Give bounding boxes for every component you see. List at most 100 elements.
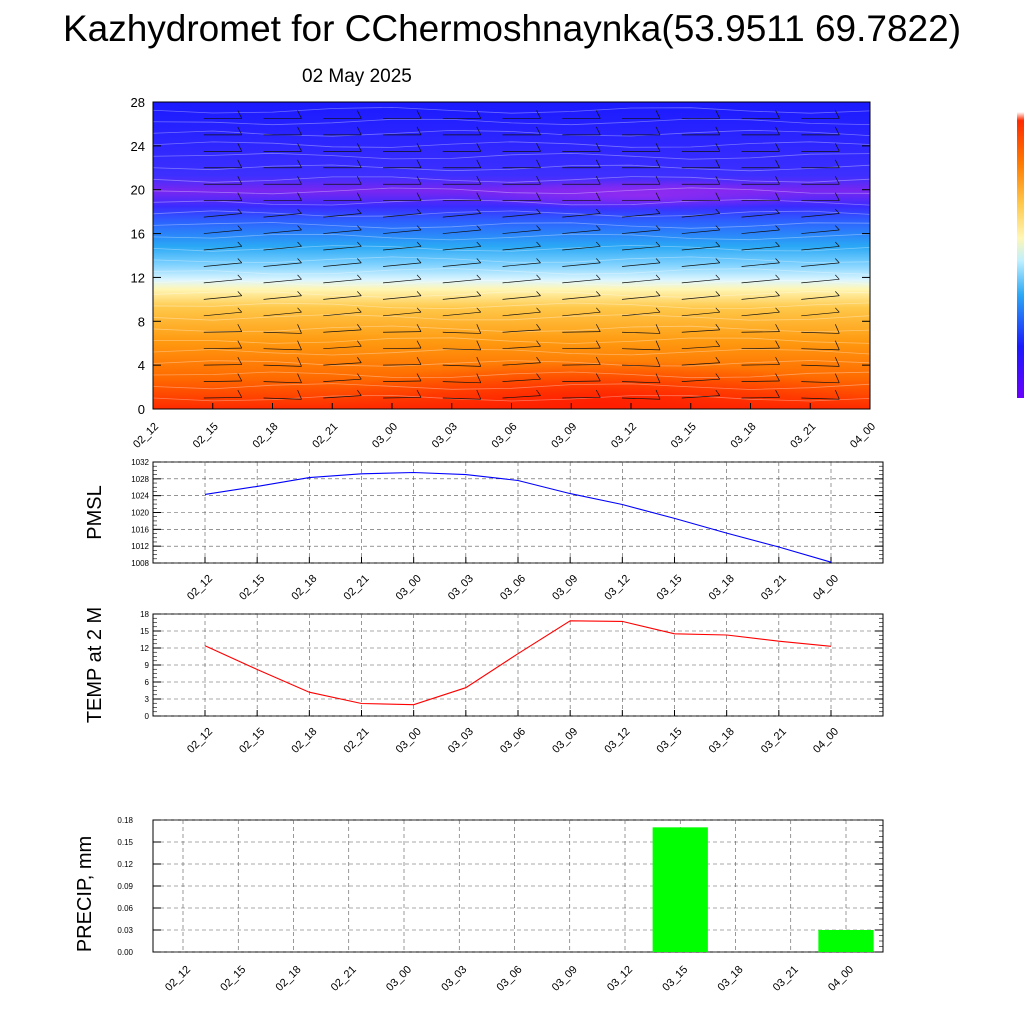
contour-line (153, 394, 870, 402)
wind-barb-flag (715, 356, 721, 363)
wind-barb-flag (835, 241, 840, 247)
wind-barb-shaft (323, 311, 362, 317)
wind-barb-flag (297, 291, 302, 296)
wind-barb-shaft (681, 329, 720, 333)
wind-barb-flag (595, 356, 601, 365)
wind-barb-flag (416, 225, 422, 231)
wind-barb-flag (775, 159, 780, 168)
wind-barb-flag (416, 291, 422, 296)
y-tick-label: 9 (145, 661, 150, 670)
wind-barb-flag (357, 225, 362, 231)
wind-barb-flag (357, 274, 362, 280)
contour-line (153, 314, 870, 321)
y-tick-label: 1028 (131, 475, 149, 484)
wind-barb-flag (595, 110, 601, 119)
wind-barb-flag (416, 241, 422, 247)
wind-barb-flag (476, 357, 482, 367)
wind-barb-shaft (203, 246, 242, 251)
x-tick-label: 03_03 (439, 964, 469, 994)
wind-barb-shaft (383, 278, 422, 284)
wind-barb-shaft (801, 397, 840, 400)
x-tick-label: 03_00 (370, 421, 400, 451)
wind-barb-flag (536, 324, 541, 331)
wind-barb-flag (476, 241, 482, 247)
wind-barb-shaft (681, 378, 720, 382)
wind-barb-flag (655, 307, 661, 313)
wind-barb-shaft (681, 246, 720, 251)
x-tick-label: 03_06 (490, 421, 520, 451)
wind-barb-shaft (442, 331, 481, 334)
wind-barb-flag (237, 274, 243, 280)
wind-barb-flag (416, 258, 422, 264)
wind-barb-flag (655, 389, 661, 400)
wind-barb-flag (416, 110, 422, 119)
wind-barb-flag (835, 307, 840, 313)
x-tick-label: 03_09 (550, 573, 580, 603)
wind-barb-flag (775, 225, 780, 231)
contour-fill (153, 102, 870, 409)
colorbar (1017, 112, 1024, 398)
wind-barb-flag (655, 176, 661, 185)
wind-barb-flag (297, 274, 302, 280)
wind-barb-shaft (801, 364, 840, 367)
wind-barb-shaft (383, 331, 422, 333)
x-tick-label: 02_18 (251, 421, 281, 451)
wind-barb-shaft (741, 213, 780, 218)
wind-barb-shaft (383, 311, 422, 317)
y-axis-label: PMSL (84, 485, 106, 539)
x-tick-label: 03_00 (384, 964, 414, 994)
wind-barb-flag (834, 389, 840, 400)
wind-barb-shaft (442, 397, 481, 400)
wind-barb-shaft (741, 397, 780, 399)
wind-barb-shaft (203, 331, 242, 333)
contour-line (153, 233, 870, 241)
wind-barb-flag (655, 126, 661, 136)
wind-barb-flag (715, 143, 721, 152)
x-tick-label: 02_15 (191, 421, 221, 451)
wind-barb-flag (416, 340, 422, 349)
wind-barb-shaft (622, 381, 661, 384)
wind-barb-shaft (203, 364, 242, 366)
wind-barb-flag (775, 258, 780, 264)
x-tick-label: 03_12 (609, 421, 639, 451)
contour-line (153, 348, 870, 356)
wind-barb-flag (715, 126, 721, 136)
wind-barb-shaft (263, 229, 302, 234)
contour-line (153, 383, 870, 390)
contour-line (153, 371, 870, 379)
wind-barb-shaft (801, 331, 840, 334)
x-tick-label: 02_18 (289, 726, 319, 756)
wind-barb-flag (655, 274, 661, 280)
wind-barb-flag (536, 340, 541, 347)
wind-barb-flag (416, 324, 422, 332)
wind-barb-flag (237, 324, 243, 332)
contour-line (153, 337, 870, 344)
wind-barb-flag (834, 192, 840, 201)
wind-barb-shaft (442, 213, 481, 218)
contour-line (153, 302, 870, 310)
wind-barb-flag (237, 241, 243, 247)
wind-barb-flag (536, 241, 541, 247)
wind-barb-shaft (263, 381, 302, 384)
wind-barb-shaft (562, 295, 601, 300)
wind-barb-flag (775, 274, 780, 280)
wind-barb-flag (357, 291, 362, 296)
x-tick-label: 04_00 (848, 421, 878, 451)
wind-barb-shaft (741, 380, 780, 382)
x-tick-label: 02_12 (185, 573, 215, 603)
wind-barb-flag (297, 159, 302, 168)
x-tick-label: 02_21 (342, 726, 372, 756)
wind-barb-flag (596, 258, 601, 264)
wind-barb-shaft (562, 380, 601, 382)
wind-barb-flag (655, 258, 661, 264)
wind-barb-flag (476, 192, 482, 201)
y-tick-label: 0.12 (117, 860, 133, 869)
wind-barb-flag (536, 110, 541, 119)
wind-barb-flag (416, 307, 422, 313)
wind-barb-shaft (622, 397, 661, 400)
contour-line (153, 106, 870, 114)
wind-barb-flag (775, 110, 780, 119)
wind-barb-flag (775, 389, 780, 398)
x-tick-label: 02_15 (237, 573, 267, 603)
wind-barb-shaft (323, 329, 362, 333)
